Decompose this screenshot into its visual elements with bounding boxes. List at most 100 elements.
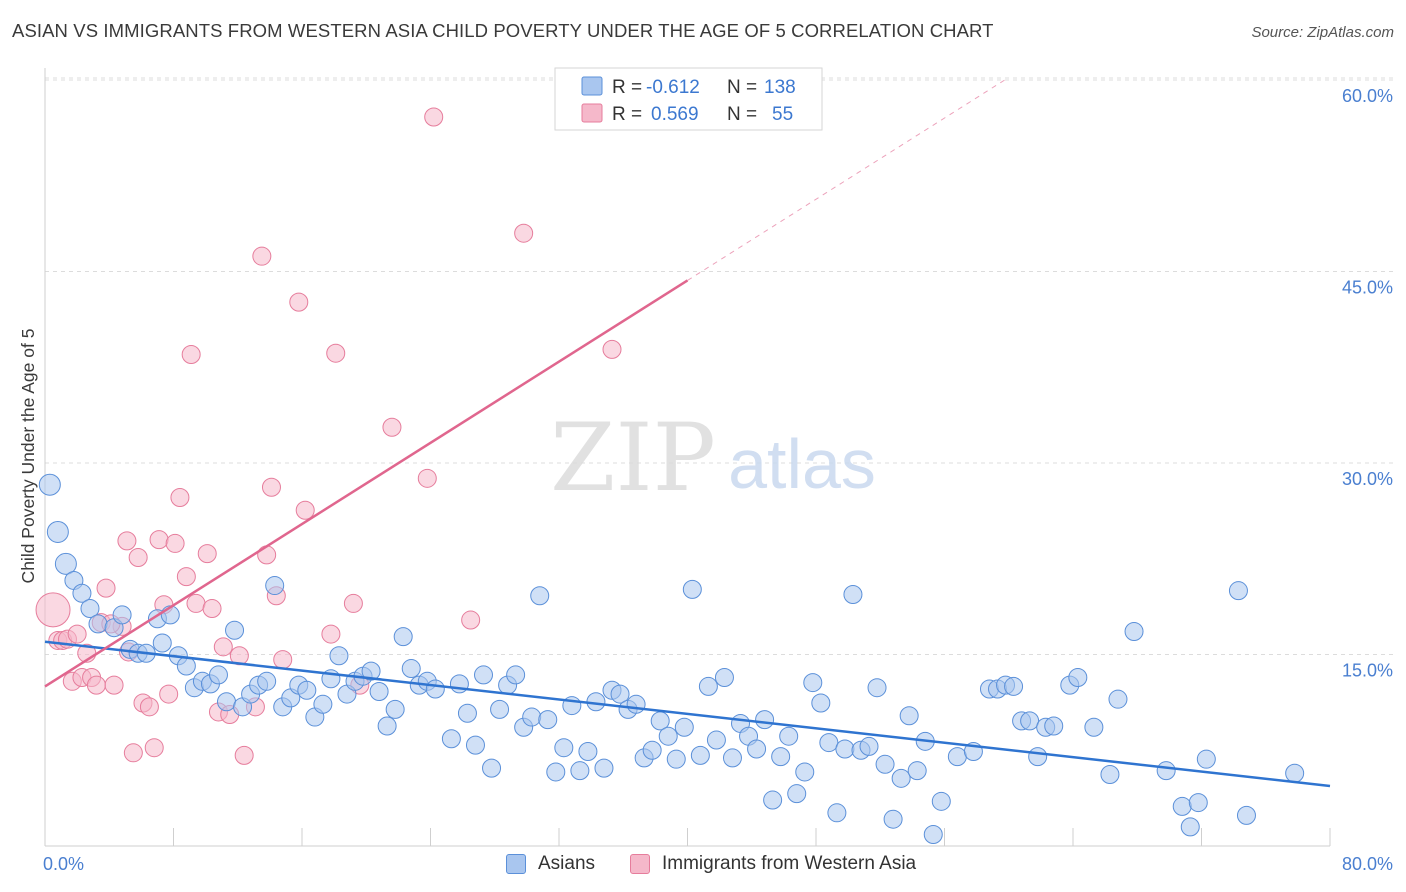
data-point — [117, 531, 137, 551]
data-point — [86, 675, 106, 695]
data-point — [795, 762, 815, 782]
legend-swatch-blue — [581, 76, 603, 96]
data-point — [144, 738, 164, 758]
data-point — [490, 699, 510, 719]
trendline-asians — [44, 640, 1331, 788]
legend-item-asians: Asians — [506, 852, 595, 876]
data-point — [690, 745, 710, 765]
data-point — [67, 624, 87, 644]
data-point — [722, 748, 742, 768]
data-point — [1172, 796, 1192, 816]
data-point — [819, 733, 839, 753]
data-point — [424, 107, 444, 127]
data-point — [923, 825, 943, 845]
data-point — [1068, 667, 1088, 687]
data-point — [1188, 793, 1208, 813]
y-axis-label: Child Poverty Under the Age of 5 — [18, 329, 38, 584]
data-point — [369, 682, 389, 702]
data-point — [295, 500, 315, 520]
watermark-atlas: atlas — [728, 425, 876, 503]
pink-series-points — [35, 107, 622, 765]
data-point — [326, 343, 346, 363]
watermark-zip: ZIP — [550, 404, 716, 513]
data-point — [252, 246, 272, 266]
legend-swatch-pink — [581, 103, 603, 123]
data-point — [186, 593, 206, 613]
data-point — [610, 684, 630, 704]
data-point — [779, 726, 799, 746]
data-point — [1196, 749, 1216, 769]
data-point — [506, 665, 526, 685]
data-point — [1180, 817, 1200, 837]
data-point — [811, 693, 831, 713]
legend-r-value-pink: 0.569 — [651, 104, 699, 125]
data-point — [181, 344, 201, 364]
data-point — [570, 761, 590, 781]
data-point — [714, 667, 734, 687]
data-point — [159, 684, 179, 704]
data-point — [104, 675, 124, 695]
data-point — [217, 692, 237, 712]
data-point — [261, 477, 281, 497]
data-point — [461, 610, 481, 630]
legend-r-label-blue: R = — [612, 77, 642, 98]
data-point — [176, 656, 196, 676]
x-tick-label: 0.0% — [43, 854, 84, 874]
legend-label-immigrants: Immigrants from Western Asia — [662, 853, 917, 874]
legend-label-asians: Asians — [538, 853, 596, 874]
data-point — [674, 717, 694, 737]
data-point — [38, 473, 61, 496]
data-point — [46, 520, 69, 543]
data-point — [393, 627, 413, 647]
source-label: Source: ZipAtlas.com — [1251, 24, 1394, 41]
watermark: ZIP atlas — [550, 404, 876, 513]
data-point — [297, 680, 317, 700]
y-tick-label: 15.0% — [1342, 661, 1393, 681]
data-point — [642, 740, 662, 760]
data-point — [88, 614, 108, 634]
data-point — [827, 803, 847, 823]
legend-swatch-immigrants — [630, 854, 650, 874]
data-point — [803, 673, 823, 693]
data-point — [321, 624, 341, 644]
data-point — [1044, 716, 1064, 736]
data-point — [1124, 622, 1144, 642]
data-point — [666, 749, 686, 769]
data-point — [698, 676, 718, 696]
data-point — [225, 620, 245, 640]
data-point — [401, 659, 421, 679]
data-point — [755, 710, 775, 730]
data-point — [329, 646, 349, 666]
data-point — [1028, 747, 1048, 767]
legend-swatch-asians — [506, 854, 526, 874]
data-point — [1228, 581, 1248, 601]
data-point — [35, 592, 71, 628]
data-point — [931, 791, 951, 811]
data-point — [554, 738, 574, 758]
data-point — [1084, 717, 1104, 737]
data-point — [213, 637, 233, 657]
data-point — [867, 678, 887, 698]
data-point — [170, 487, 190, 507]
data-point — [165, 533, 185, 553]
data-point — [1100, 765, 1120, 785]
data-point — [706, 730, 726, 750]
data-point — [202, 599, 222, 619]
data-point — [883, 809, 903, 829]
data-point — [361, 661, 381, 681]
data-point — [273, 650, 293, 670]
data-point — [457, 703, 477, 723]
legend-r-value-blue: -0.612 — [646, 77, 700, 98]
data-point — [474, 665, 494, 685]
bottom-legend: Asians Immigrants from Western Asia — [0, 852, 1406, 878]
data-point — [80, 599, 100, 619]
trendline-immigrants-extension — [687, 77, 1010, 281]
data-point — [208, 665, 228, 685]
data-point — [1004, 676, 1024, 696]
data-point — [152, 633, 172, 653]
data-point — [763, 790, 783, 810]
data-point — [425, 679, 445, 699]
data-point — [514, 223, 534, 243]
data-point — [578, 742, 598, 762]
